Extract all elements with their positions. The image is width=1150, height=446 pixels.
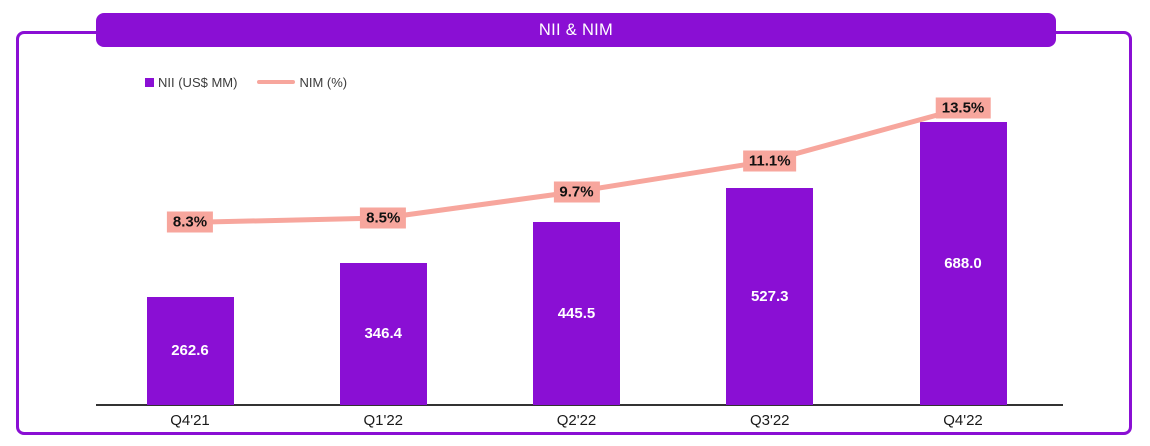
nii-bar-value-label: 688.0 — [944, 255, 982, 272]
nii-bar-value-label: 527.3 — [750, 288, 789, 306]
nii-bar-value-label: 262.6 — [171, 342, 209, 360]
x-axis-line — [96, 404, 1063, 406]
nim-value-badge: 11.1% — [742, 150, 797, 172]
nii-bar: 346.4 — [339, 262, 427, 405]
chart-title: NII & NIM — [538, 20, 614, 39]
nim-legend-line-icon — [257, 79, 296, 85]
x-axis-tick-label: Q4'22 — [943, 412, 983, 429]
nim-value-badge: 9.7% — [553, 181, 600, 203]
nim-legend-label: NIM (%) — [299, 74, 348, 90]
nii-bar-value-label: 445.5 — [557, 304, 596, 322]
nim-value-badge: 8.3% — [166, 211, 214, 233]
nii-legend-swatch-icon — [145, 77, 154, 87]
x-axis-tick-label: Q2'22 — [556, 412, 597, 429]
nii-bar: 527.3 — [726, 188, 814, 405]
x-axis-tick-label: Q3'22 — [749, 412, 790, 429]
nii-legend-label: NII (US$ MM) — [158, 74, 238, 90]
nii-bar: 262.6 — [146, 296, 234, 405]
nii-bar: 688.0 — [919, 122, 1007, 405]
x-axis-tick-label: Q1'22 — [363, 412, 404, 429]
nim-value-badge: 8.5% — [360, 207, 407, 229]
x-axis-tick-label: Q4'21 — [170, 412, 210, 429]
chart-title-banner: NII & NIM — [96, 13, 1056, 47]
nii-bar: 445.5 — [533, 221, 620, 405]
legend: NII (US$ MM) NIM (%) — [145, 74, 348, 90]
nii-bar-value-label: 346.4 — [364, 325, 403, 343]
nim-value-badge: 13.5% — [935, 97, 991, 119]
